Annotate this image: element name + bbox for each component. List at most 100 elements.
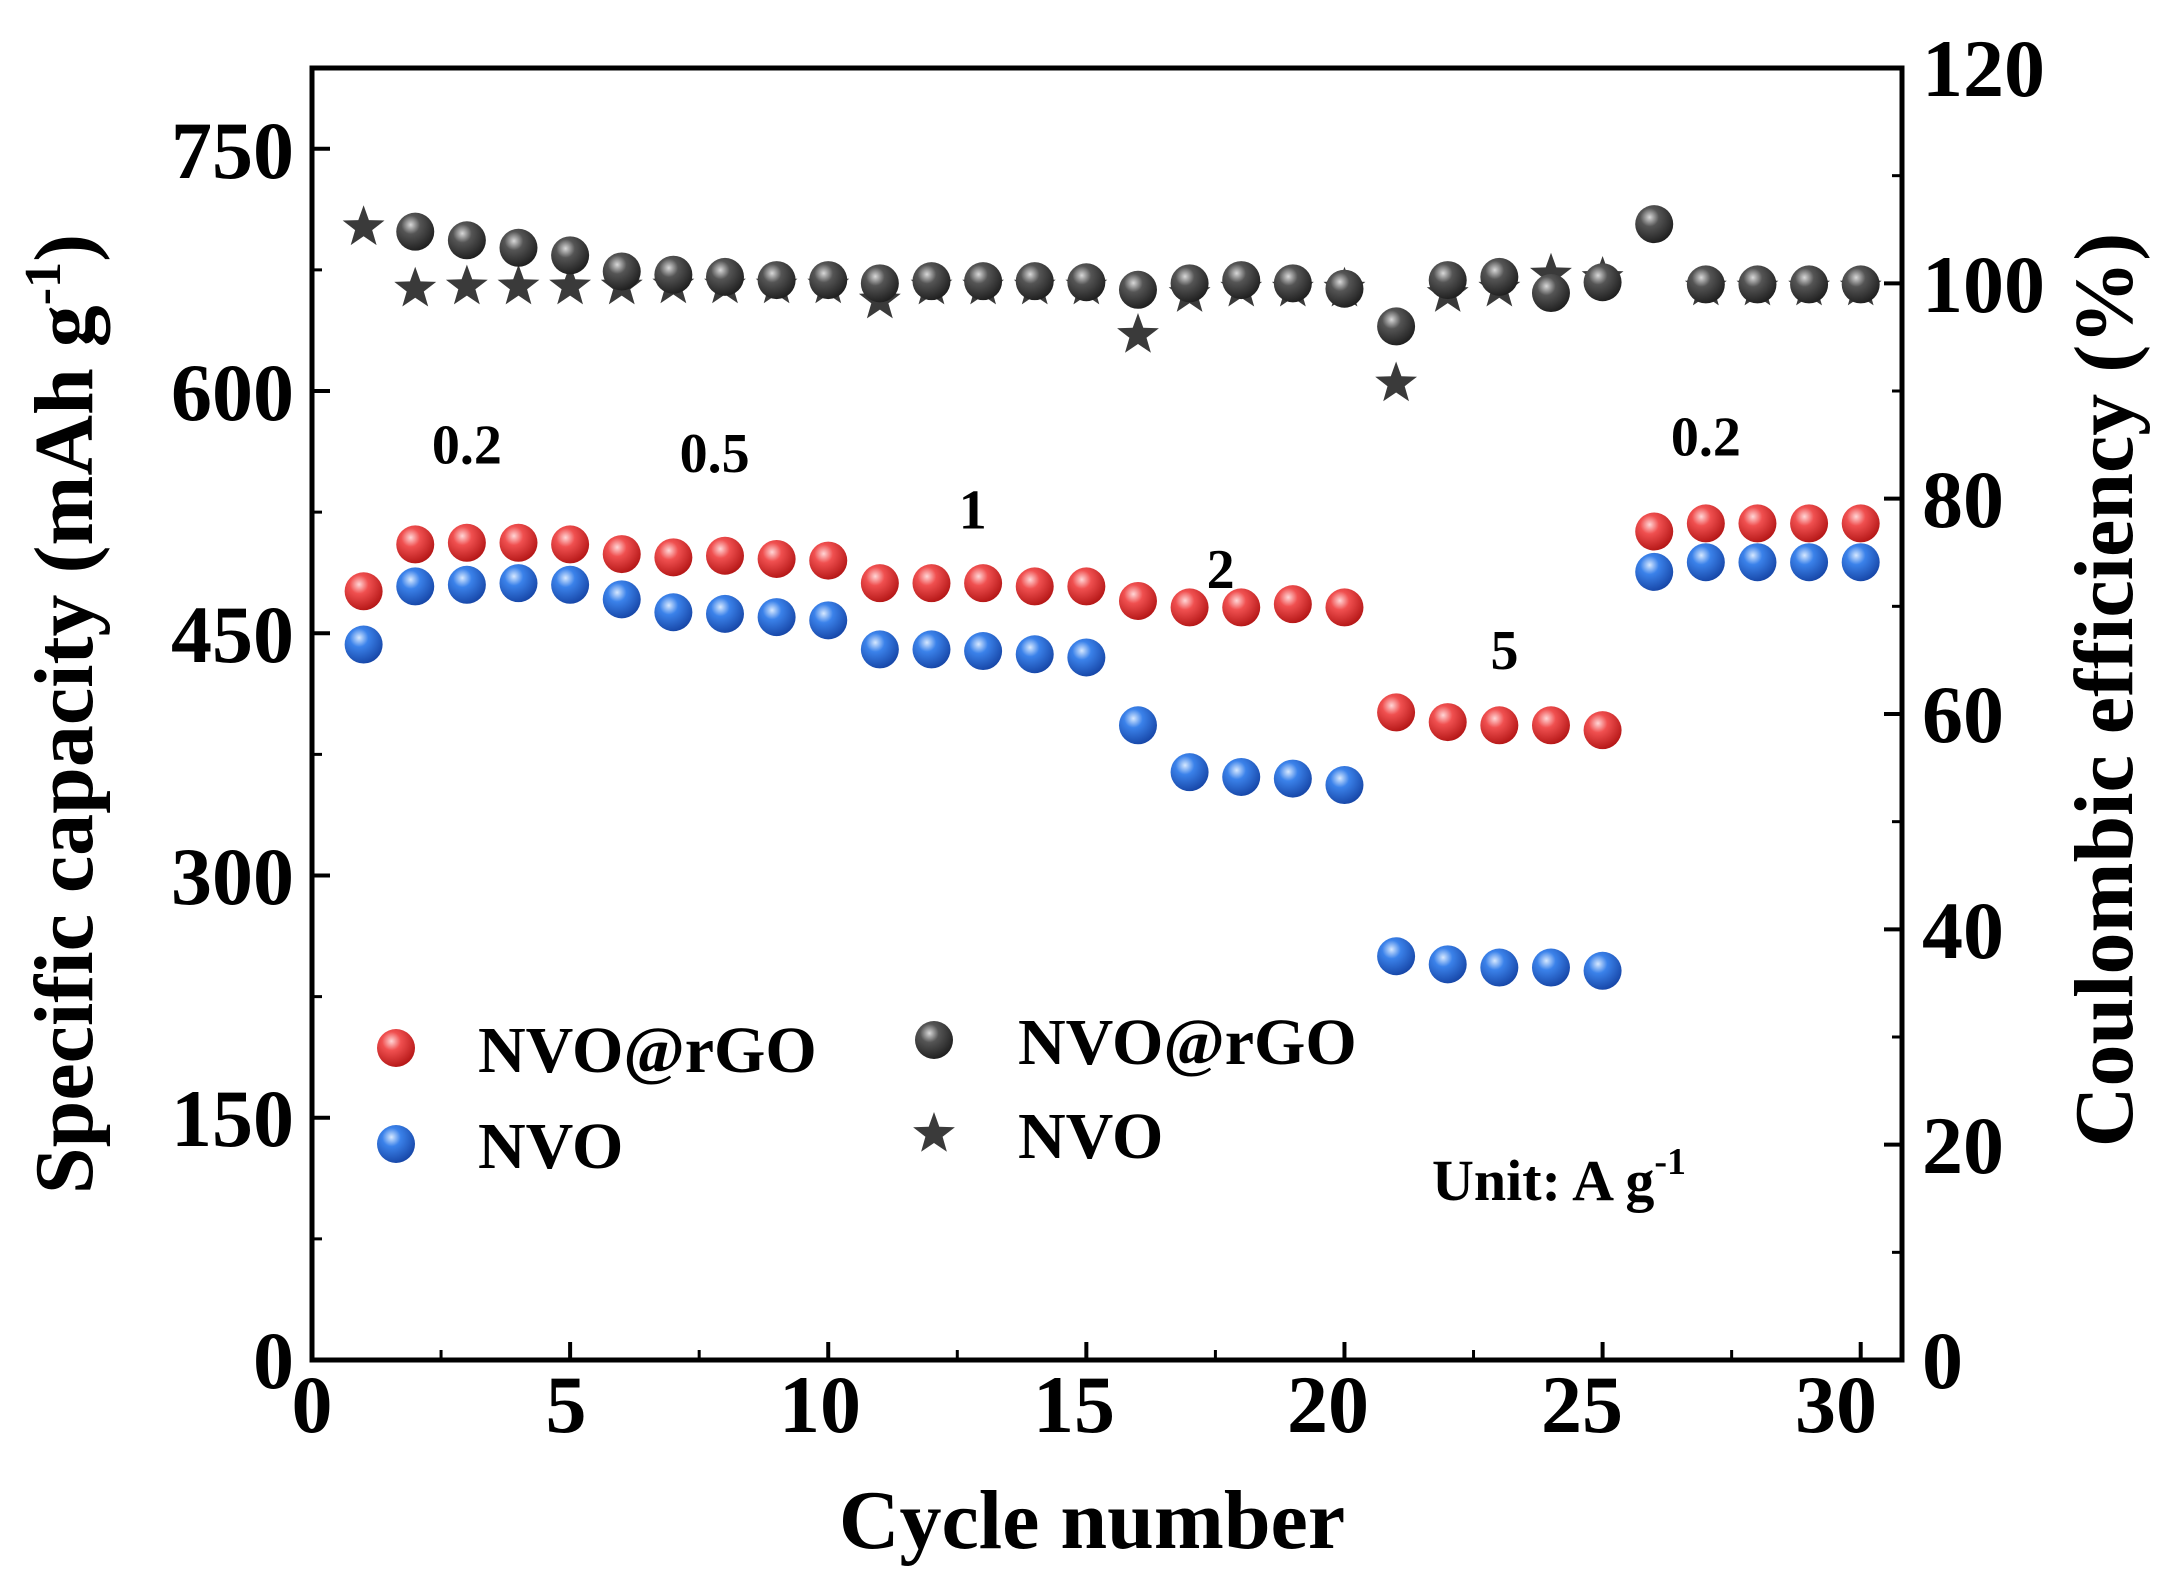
x-tick-label: 5 — [546, 1359, 587, 1450]
y-left-tick-label: 600 — [171, 347, 294, 438]
point-nvo-rgo-efficiency — [1480, 257, 1519, 296]
point-nvo-capacity — [1738, 543, 1777, 582]
y-left-tick-label: 750 — [171, 105, 294, 196]
y-left-tick-label: 300 — [171, 831, 294, 922]
point-nvo-rgo-capacity — [705, 536, 744, 575]
point-nvo-capacity — [1067, 638, 1106, 677]
point-nvo-capacity — [1583, 951, 1622, 990]
point-nvo-rgo-capacity — [551, 525, 590, 564]
x-tick-label: 30 — [1795, 1359, 1877, 1450]
legend-label-nvo-efficiency: NVO — [1018, 1100, 1163, 1173]
point-nvo-capacity — [1325, 766, 1364, 805]
point-nvo-capacity — [1118, 706, 1157, 745]
point-nvo-capacity — [1428, 945, 1467, 984]
point-nvo-rgo-capacity — [1686, 504, 1725, 543]
rate-annotation: 0.2 — [432, 415, 502, 477]
point-nvo-rgo-capacity — [1583, 711, 1622, 750]
point-nvo-rgo-capacity — [1325, 588, 1364, 627]
point-nvo-rgo-capacity — [912, 564, 951, 603]
point-nvo-rgo-capacity — [860, 564, 899, 603]
rate-annotation: 5 — [1491, 620, 1519, 682]
point-nvo-rgo-capacity — [1015, 567, 1054, 606]
rate-annotations: 0.2 0.5 1 2 5 0.2 — [432, 407, 1741, 682]
point-nvo-rgo-capacity — [1428, 703, 1467, 742]
unit-label-sup: -1 — [1654, 1141, 1686, 1183]
legend-marker-nvo-rgo-efficiency — [915, 1021, 953, 1059]
point-nvo-capacity — [602, 580, 641, 619]
y-right-tick-label: 40 — [1922, 885, 2004, 976]
point-nvo-capacity — [1841, 543, 1880, 582]
legend-label-nvo-rgo-capacity: NVO@rGO — [478, 1014, 817, 1087]
point-nvo-rgo-capacity — [1790, 504, 1829, 543]
x-tick-label: 10 — [779, 1359, 861, 1450]
y-right-tick-label: 120 — [1922, 23, 2045, 114]
legend: NVO@rGO NVO NVO@rGO NVO — [377, 1006, 1357, 1183]
point-nvo-capacity — [1686, 543, 1725, 582]
point-nvo-rgo-capacity — [1480, 706, 1519, 745]
y-left-axis-title-main: Specific capacity (mAh g — [18, 305, 111, 1194]
point-nvo-capacity — [499, 564, 538, 603]
point-nvo-capacity — [912, 630, 951, 669]
point-nvo-efficiency — [1530, 252, 1572, 293]
point-nvo-efficiency — [1375, 361, 1417, 402]
rate-annotation: 1 — [959, 479, 987, 541]
point-nvo-rgo-efficiency — [1170, 264, 1209, 303]
legend-label-nvo-rgo-efficiency: NVO@rGO — [1018, 1006, 1357, 1079]
point-nvo-rgo-capacity — [1841, 504, 1880, 543]
y-left-tick-labels: 0 150 300 450 600 750 — [171, 105, 294, 1406]
point-nvo-capacity — [1377, 937, 1416, 976]
point-nvo-rgo-capacity — [396, 525, 435, 564]
point-nvo-rgo-capacity — [1118, 581, 1157, 620]
point-nvo-rgo-efficiency — [1222, 261, 1261, 300]
point-nvo-capacity — [705, 594, 744, 633]
point-nvo-rgo-capacity — [1531, 706, 1570, 745]
point-nvo-capacity — [654, 593, 693, 632]
point-nvo-rgo-capacity — [344, 572, 383, 611]
point-nvo-capacity — [860, 630, 899, 669]
point-nvo-rgo-capacity — [1222, 588, 1261, 627]
point-nvo-capacity — [1790, 543, 1829, 582]
point-nvo-rgo-efficiency — [1790, 265, 1829, 304]
point-nvo-rgo-efficiency — [912, 262, 951, 301]
y-left-tick-label: 450 — [171, 589, 294, 680]
x-tick-label: 15 — [1033, 1359, 1115, 1450]
point-nvo-rgo-capacity — [1273, 585, 1312, 624]
point-nvo-capacity — [396, 567, 435, 606]
y-right-tick-label: 20 — [1922, 1100, 2004, 1191]
point-nvo-rgo-capacity — [1377, 693, 1416, 732]
point-nvo-capacity — [1015, 635, 1054, 674]
point-nvo-capacity — [964, 632, 1003, 671]
point-nvo-rgo-capacity — [499, 523, 538, 562]
x-tick-labels: 0 5 10 15 20 25 30 — [292, 1359, 1878, 1450]
y-left-axis-title-sup: -1 — [15, 262, 72, 305]
point-nvo-capacity — [344, 625, 383, 664]
rate-annotation: 2 — [1207, 539, 1235, 601]
y-right-axis-title: Coulombic efficiency (%) — [2058, 233, 2151, 1147]
point-nvo-rgo-efficiency — [860, 264, 899, 303]
y-right-tick-label: 0 — [1922, 1315, 1963, 1406]
point-nvo-rgo-efficiency — [1841, 265, 1880, 304]
point-nvo-rgo-efficiency — [1738, 265, 1777, 304]
point-nvo-rgo-efficiency — [396, 212, 435, 251]
point-nvo-rgo-efficiency — [1686, 265, 1725, 304]
point-nvo-rgo-efficiency — [705, 257, 744, 296]
axis-ticks — [310, 66, 1902, 1362]
point-nvo-efficiency — [1117, 313, 1159, 353]
point-nvo-rgo-efficiency — [1377, 307, 1416, 346]
point-nvo-rgo-efficiency — [1531, 274, 1570, 313]
point-nvo-rgo-efficiency — [1325, 269, 1364, 308]
point-nvo-capacity — [757, 598, 796, 637]
x-tick-label: 0 — [292, 1359, 333, 1450]
point-nvo-rgo-efficiency — [1015, 262, 1054, 301]
point-nvo-capacity — [1222, 757, 1261, 796]
legend-marker-nvo-rgo-capacity — [377, 1029, 415, 1067]
point-nvo-rgo-efficiency — [1067, 263, 1106, 302]
y-left-axis-title: Specific capacity (mAh g-1) — [15, 234, 111, 1194]
point-nvo-rgo-efficiency — [499, 228, 538, 267]
legend-label-nvo-capacity: NVO — [478, 1110, 623, 1183]
rate-annotation: 0.2 — [1671, 407, 1741, 469]
point-nvo-rgo-efficiency — [757, 261, 796, 300]
point-nvo-efficiency — [342, 205, 385, 246]
unit-label: Unit: A g-1 — [1432, 1141, 1686, 1213]
